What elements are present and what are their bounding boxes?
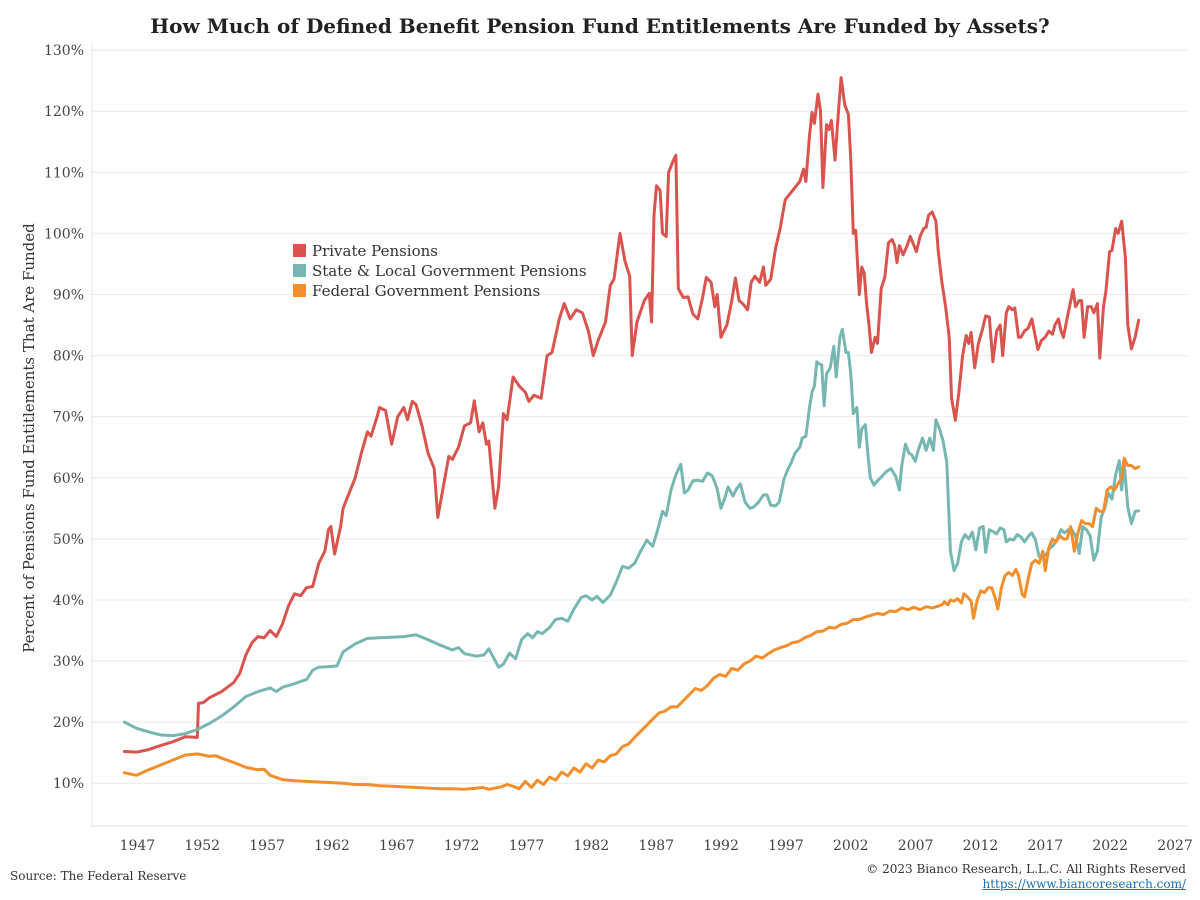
x-tick-label: 1972 (444, 838, 480, 854)
legend-swatch (293, 284, 306, 297)
y-tick-label: 80% (53, 349, 84, 365)
y-tick-label: 40% (53, 593, 84, 609)
source-note: Source: The Federal Reserve (10, 869, 187, 883)
x-tick-label: 2017 (1028, 838, 1064, 854)
y-tick-label: 120% (44, 104, 84, 120)
y-tick-label: 130% (44, 43, 84, 59)
y-tick-label: 20% (53, 715, 84, 731)
x-tick-label: 2022 (1092, 838, 1128, 854)
legend-swatch (293, 244, 306, 257)
y-tick-label: 70% (53, 410, 84, 426)
y-axis-label: Percent of Pensions Fund Entitlements Th… (20, 223, 38, 653)
series-line-0 (122, 76, 1141, 754)
x-tick-label: 2002 (833, 838, 869, 854)
y-tick-label: 90% (53, 287, 84, 303)
x-tick-label: 1962 (314, 838, 350, 854)
x-tick-label: 1997 (768, 838, 804, 854)
y-tick-label: 10% (53, 776, 84, 792)
x-tick-label: 1952 (184, 838, 220, 854)
x-tick-label: 2007 (898, 838, 934, 854)
copyright-note: © 2023 Bianco Research, L.L.C. All Right… (866, 862, 1186, 876)
x-tick-label: 1947 (120, 838, 156, 854)
gridlines (92, 49, 1188, 784)
y-tick-label: 110% (44, 165, 84, 181)
x-tick-label: 1982 (574, 838, 610, 854)
y-tick-label: 50% (53, 532, 84, 548)
series-line-2 (122, 456, 1141, 791)
website-link[interactable]: https://www.biancoresearch.com/ (982, 877, 1186, 891)
x-tick-label: 2012 (963, 838, 999, 854)
x-tick-label: 1977 (509, 838, 545, 854)
legend-label: Federal Government Pensions (312, 282, 540, 300)
x-tick-label: 1957 (249, 838, 285, 854)
series-line-1 (122, 327, 1141, 738)
axes: 10% 20% 30% 40% 50% 60% 70% 80% 90% 100% 110% 120% 1… (44, 43, 1193, 854)
x-tick-label: 1967 (379, 838, 415, 854)
legend: Private Pensions State & Local Government… (293, 242, 587, 300)
x-tick-label: 1992 (703, 838, 739, 854)
legend-label: Private Pensions (312, 242, 438, 260)
y-tick-label: 100% (44, 226, 84, 242)
x-tick-label: 1987 (638, 838, 674, 854)
x-tick-label: 2027 (1157, 838, 1193, 854)
chart-title: How Much of Defined Benefit Pension Fund… (150, 14, 1050, 38)
y-tick-label: 60% (53, 471, 84, 487)
legend-swatch (293, 264, 306, 277)
y-tick-label: 30% (53, 654, 84, 670)
legend-label: State & Local Government Pensions (312, 262, 587, 280)
series-lines (122, 76, 1141, 791)
